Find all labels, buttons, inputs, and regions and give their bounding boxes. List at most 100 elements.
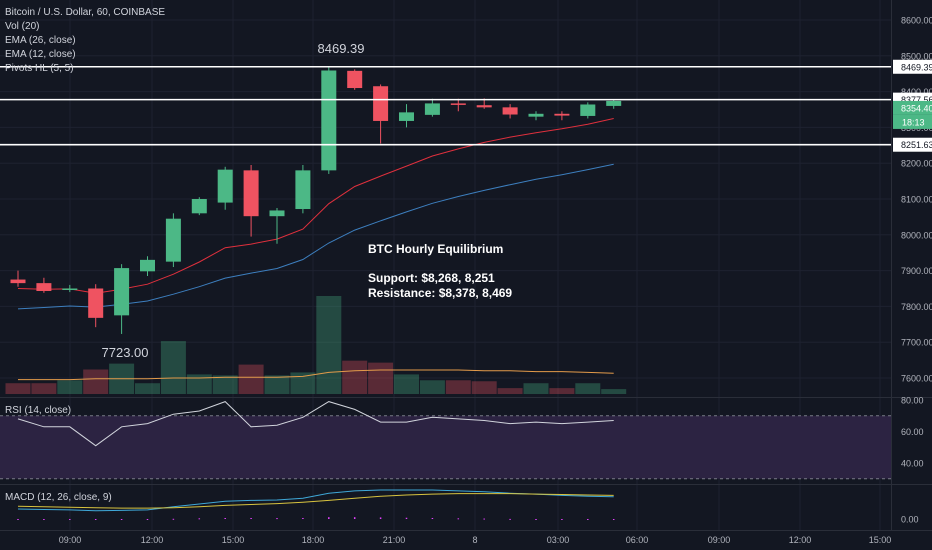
macd-histogram-bar [276, 518, 278, 520]
rsi-pane[interactable] [0, 401, 891, 480]
candle-body[interactable] [217, 169, 233, 203]
volume-bar [160, 341, 186, 394]
macd-tick-label: 0.00 [901, 515, 919, 525]
candle-body[interactable] [450, 103, 466, 105]
candle-body[interactable] [321, 70, 337, 171]
volume-bar [523, 383, 549, 394]
volume-pane [5, 296, 627, 394]
indicator-volume[interactable]: Vol (20) [5, 21, 40, 32]
price-axis[interactable]: 7600.00 7700.00 7800.00 7900.00 8000.00 8100.… [893, 16, 932, 525]
macd-histogram-bar [302, 517, 304, 519]
candle-body[interactable] [528, 113, 544, 117]
indicator-ema-12[interactable]: EMA (12, close) [5, 49, 76, 60]
candle-body[interactable] [165, 218, 181, 262]
price-tick-label: 8000.00 [901, 230, 932, 240]
macd-histogram-bar [612, 519, 615, 520]
volume-bar [264, 375, 290, 394]
macd-histogram-bar [561, 519, 563, 520]
time-tick-label: 8 [472, 535, 477, 545]
candle-body[interactable] [347, 70, 363, 89]
price-tick-label: 8400.00 [901, 87, 932, 97]
volume-bar [212, 375, 238, 394]
macd-pane[interactable] [17, 489, 615, 520]
macd-histogram-bar [457, 518, 460, 520]
volume-bar [135, 383, 160, 394]
macd-histogram-bar [224, 517, 226, 519]
candle-body[interactable] [502, 107, 518, 115]
candle-body[interactable] [476, 105, 492, 108]
time-tick-label: 09:00 [708, 535, 731, 545]
time-tick-label: 15:00 [222, 535, 245, 545]
rsi-tick-label: 80.00 [901, 396, 924, 406]
volume-bar [238, 364, 264, 394]
time-tick-label: 12:00 [141, 535, 164, 545]
annotation-support: Support: $8,268, 8,251 [368, 271, 495, 285]
macd-pane-label: MACD (12, 26, close, 9) [5, 492, 112, 503]
price-tag-label: 8469.39 [901, 62, 932, 72]
level-price-tag [893, 137, 932, 152]
macd-histogram-bar [535, 519, 537, 520]
volume-bar [5, 383, 31, 394]
macd-histogram-bar [69, 519, 71, 520]
candle-body[interactable] [606, 100, 622, 106]
indicator-ema-26[interactable]: EMA (26, close) [5, 35, 76, 46]
candle-body[interactable] [88, 288, 104, 318]
candle-body[interactable] [140, 259, 155, 272]
time-tick-label: 03:00 [547, 535, 570, 545]
candle-body[interactable] [114, 268, 130, 316]
candle-body[interactable] [580, 104, 596, 116]
candle-body[interactable] [36, 283, 52, 292]
price-tick-label: 7700.00 [901, 338, 932, 348]
price-tag-label: 8354.40 [901, 103, 932, 113]
volume-bar [575, 383, 601, 394]
time-axis[interactable]: 09:00 12:00 15:00 18:00 21:00 8 03:00 06:00 09:0… [59, 535, 892, 545]
pane-separators [0, 0, 932, 531]
volume-bar [290, 372, 316, 394]
high-price-label: 8469.39 [318, 41, 365, 56]
volume-bar [497, 388, 523, 394]
candle-body[interactable] [10, 279, 26, 284]
volume-ma-line [18, 369, 614, 381]
price-tick-label: 8500.00 [901, 51, 932, 61]
countdown-label: 18:13 [902, 117, 925, 127]
time-tick-label: 06:00 [626, 535, 649, 545]
candle-body[interactable] [399, 112, 414, 121]
horizontal-levels [0, 65, 891, 146]
time-tick-label: 09:00 [59, 535, 82, 545]
macd-histogram-bar [172, 518, 175, 520]
indicator-pivots[interactable]: Pivots HL (5, 5) [5, 63, 74, 74]
macd-histogram-bar [94, 519, 97, 520]
candle-body[interactable] [269, 210, 285, 217]
symbol-title[interactable]: Bitcoin / U.S. Dollar, 60, COINBASE [5, 7, 166, 18]
price-tick-label: 7800.00 [901, 302, 932, 312]
level-price-tag [893, 59, 932, 74]
volume-bar [471, 381, 497, 394]
rsi-tick-label: 60.00 [901, 427, 924, 437]
candle-body[interactable] [243, 170, 259, 217]
volume-bar [394, 374, 419, 394]
countdown-tag [893, 114, 932, 129]
candle-body[interactable] [191, 199, 207, 214]
candle-body[interactable] [373, 86, 389, 121]
candle-body[interactable] [295, 170, 311, 210]
volume-bar [186, 374, 212, 394]
time-tick-label: 15:00 [869, 535, 892, 545]
macd-histogram-bar [198, 518, 201, 520]
candle-body[interactable] [424, 103, 440, 115]
macd-histogram-bar [587, 519, 589, 520]
rsi-band [0, 415, 891, 479]
price-tick-label: 7900.00 [901, 266, 932, 276]
macd-histogram-bar [431, 517, 434, 519]
volume-bar [601, 389, 627, 394]
macd-histogram-bar [146, 519, 149, 520]
rsi-line [17, 401, 614, 447]
price-tick-label: 7600.00 [901, 374, 932, 384]
candle-body[interactable] [62, 288, 78, 291]
current-price-tag [893, 100, 932, 115]
rsi-pane-label: RSI (14, close) [5, 405, 71, 416]
time-tick-label: 21:00 [383, 535, 406, 545]
candle-body[interactable] [554, 113, 570, 116]
volume-bar [342, 360, 368, 394]
rsi-tick-label: 40.00 [901, 459, 924, 469]
